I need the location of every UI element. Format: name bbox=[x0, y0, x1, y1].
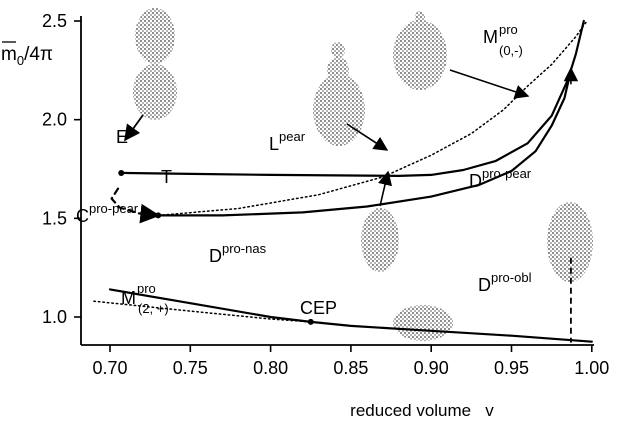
x-tick-label-2: 0.80 bbox=[253, 358, 288, 378]
label-L-pear: Lpear bbox=[269, 129, 306, 154]
vesicle-illustrations bbox=[133, 8, 593, 341]
x-tick-label-0: 0.70 bbox=[92, 358, 127, 378]
arrow-pear-bud-to-L bbox=[346, 123, 389, 151]
series-d-pro-nas bbox=[108, 288, 593, 343]
point-cep bbox=[307, 318, 314, 325]
y-tick-label-1: 1.5 bbox=[42, 208, 67, 228]
label-D-pro-nas: Dpro-nas bbox=[209, 241, 267, 266]
series-m-pro-0 bbox=[157, 20, 588, 217]
prolate-vesicle-shape bbox=[547, 202, 593, 282]
oblong-vesicle-shape bbox=[361, 208, 399, 272]
y-tick-label-0: 1.0 bbox=[42, 307, 67, 327]
y-tick-label-2: 2.0 bbox=[42, 110, 67, 130]
x-tick-label-5: 0.95 bbox=[494, 358, 529, 378]
label-D-pro-obl: Dpro-obl bbox=[478, 270, 532, 295]
arrow-pear-to-curve bbox=[449, 69, 530, 99]
label-C-pro-pear: Cpro-pear bbox=[76, 201, 139, 226]
x-tick-label-1: 0.75 bbox=[173, 358, 208, 378]
annotations: E T Lpear Dpro-pear Cpro-pear Mpro (0,-) … bbox=[76, 22, 532, 318]
y-axis-title: m0/4π bbox=[1, 41, 53, 68]
series-c-pro-pear bbox=[110, 187, 161, 224]
label-CEP: CEP bbox=[300, 298, 337, 318]
y-tick-label-3: 2.5 bbox=[42, 11, 67, 31]
label-M-pro-0-minus: Mpro (0,-) bbox=[483, 22, 523, 58]
arrow-budded-to-E bbox=[124, 114, 144, 142]
series-d-pro-pear bbox=[157, 69, 573, 217]
label-M-pro-2-plus: Mpro (2, +) bbox=[121, 281, 169, 316]
shape-arrows bbox=[124, 69, 530, 207]
label-D-pro-pear: Dpro-pear bbox=[469, 166, 532, 191]
point-e bbox=[118, 169, 125, 176]
series-m-pro-2 bbox=[93, 300, 312, 323]
y-title-text: m0/4π bbox=[1, 44, 53, 68]
flattened-vesicle-shape bbox=[393, 305, 453, 341]
x-tick-label-3: 0.85 bbox=[333, 358, 368, 378]
pear-vesicle-shape bbox=[393, 11, 447, 90]
point-label-E: E bbox=[116, 127, 128, 147]
point-t bbox=[155, 212, 162, 219]
series-layer bbox=[93, 19, 593, 343]
budded-vesicle-shape bbox=[133, 8, 177, 120]
point-label-T: T bbox=[161, 167, 172, 187]
x-tick-label-4: 0.90 bbox=[414, 358, 449, 378]
x-axis-title: reduced volume v bbox=[350, 401, 494, 420]
axis-ticks: 0.70 0.75 0.80 0.85 0.90 0.95 1.00 1.0 1.5 2.0 2.5 bbox=[42, 11, 609, 378]
plot-frame bbox=[80, 16, 594, 346]
arrow-oblong-to-D bbox=[378, 170, 393, 207]
x-tick-label-6: 1.00 bbox=[574, 358, 609, 378]
points-layer bbox=[118, 169, 314, 325]
